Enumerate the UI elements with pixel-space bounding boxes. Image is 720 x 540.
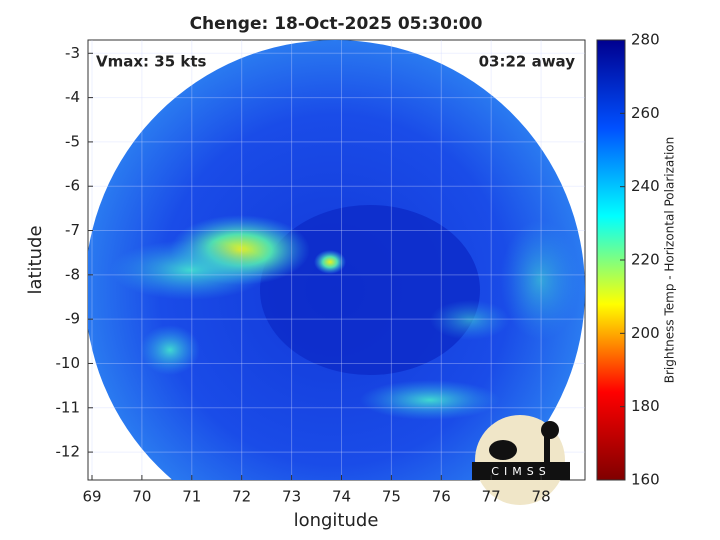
x-tick-label: 69 [82,488,101,506]
y-tick-label: -11 [56,398,81,416]
colorbar-label: Brightness Temp - Horizontal Polarizatio… [663,137,677,384]
x-tick-label: 70 [132,488,151,506]
colorbar-tick-label: 280 [631,31,660,49]
y-tick-label: -12 [56,443,81,461]
colorbar-tick-label: 260 [631,104,660,122]
x-tick-label: 78 [532,488,551,506]
y-tick-label: -6 [65,177,80,195]
logo-text: CIMSS [491,465,550,478]
colorbar-tick-label: 160 [631,471,660,489]
colorbar-tick-label: 220 [631,251,660,269]
y-axis-label: latitude [25,225,46,294]
y-tick-label: -3 [65,44,80,62]
y-tick-label: -10 [56,354,81,372]
x-tick-label: 75 [382,488,401,506]
x-tick-label: 77 [482,488,501,506]
x-tick-label: 76 [432,488,451,506]
chart-title: Chenge: 18-Oct-2025 05:30:00 [190,14,483,34]
logo: CIMSS [472,415,570,505]
y-tick-label: -5 [65,132,80,150]
annotation: 03:22 away [479,53,576,71]
colorbar-tick-label: 200 [631,324,660,342]
y-tick-label: -4 [65,88,80,106]
satellite-image [88,40,585,480]
y-tick-label: -9 [65,310,80,328]
x-tick-label: 72 [232,488,251,506]
x-tick-label: 73 [282,488,301,506]
colorbar-tick-label: 240 [631,177,660,195]
x-tick-label: 74 [332,488,351,506]
x-axis-label: longitude [294,510,379,531]
y-tick-label: -7 [65,221,80,239]
y-tick-label: -8 [65,265,80,283]
annotation: Vmax: 35 kts [96,53,206,71]
colorbar-tick-label: 180 [631,397,660,415]
x-tick-label: 71 [182,488,201,506]
